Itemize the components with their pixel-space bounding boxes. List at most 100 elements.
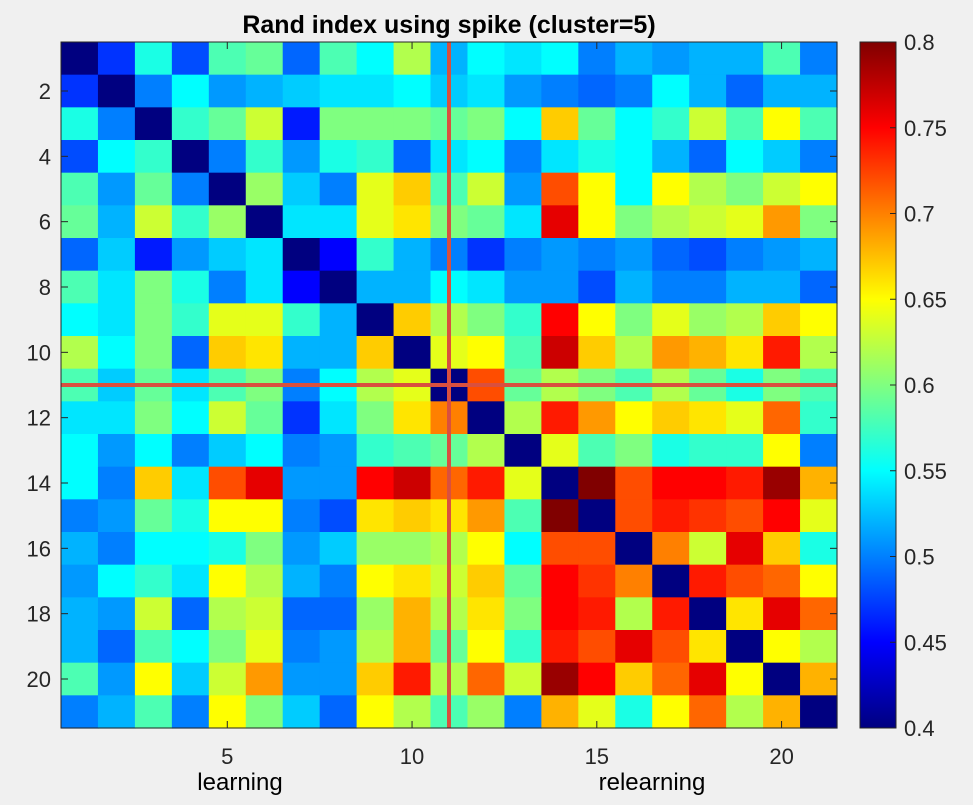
heatmap-cell: [726, 532, 764, 566]
heatmap-cell: [763, 564, 801, 598]
heatmap-cell: [97, 630, 136, 664]
heatmap-cell: [652, 434, 690, 468]
heatmap-cell: [134, 434, 173, 468]
heatmap-cell: [615, 499, 653, 533]
heatmap-cell: [726, 140, 764, 174]
heatmap-cell: [356, 238, 395, 272]
heatmap-cell: [97, 140, 136, 174]
heatmap-cell: [615, 303, 653, 337]
heatmap-cell: [615, 695, 653, 729]
crosshair-lines: [61, 42, 837, 728]
heatmap-cell: [97, 597, 136, 631]
heatmap-cell: [171, 205, 210, 239]
heatmap-cell: [541, 532, 579, 566]
heatmap-cell: [134, 107, 173, 141]
heatmap-cell: [652, 695, 690, 729]
heatmap-cell: [689, 466, 727, 500]
heatmap-cell: [504, 42, 542, 76]
colorbar-tick-label: 0.45: [904, 630, 947, 655]
heatmap-cell: [726, 205, 764, 239]
heatmap-cell: [282, 401, 321, 435]
heatmap-cell: [245, 499, 284, 533]
heatmap-cell: [578, 401, 616, 435]
heatmap-cell: [467, 630, 506, 664]
colorbar-tick-label: 0.7: [904, 202, 935, 227]
heatmap-cell: [726, 499, 764, 533]
heatmap-cell: [282, 532, 321, 566]
x-tick-label: 5: [221, 744, 233, 769]
heatmap-cell: [578, 205, 616, 239]
heatmap-cell: [282, 499, 321, 533]
heatmap-cell: [467, 303, 506, 337]
heatmap-cell: [319, 172, 358, 206]
heatmap-cell: [467, 74, 506, 108]
heatmap-cell: [319, 336, 358, 370]
heatmap-cell: [726, 466, 764, 500]
heatmap-cell: [467, 107, 506, 141]
heatmap-cell: [726, 107, 764, 141]
heatmap-cell: [134, 564, 173, 598]
heatmap-cell: [615, 336, 653, 370]
y-tick-label: 10: [27, 340, 51, 365]
heatmap-cell: [726, 662, 764, 696]
heatmap-cell: [134, 172, 173, 206]
heatmap-cell: [504, 564, 542, 598]
heatmap-cell: [689, 630, 727, 664]
heatmap-cell: [97, 172, 136, 206]
heatmap-cell: [578, 630, 616, 664]
heatmap-cell: [652, 401, 690, 435]
heatmap-cell: [763, 499, 801, 533]
heatmap-cell: [763, 303, 801, 337]
heatmap-cell: [689, 270, 727, 304]
heatmap-cell: [61, 695, 99, 729]
heatmap-cell: [356, 336, 395, 370]
heatmap-cell: [282, 270, 321, 304]
heatmap-cell: [615, 564, 653, 598]
heatmap-cell: [726, 564, 764, 598]
heatmap-cell: [541, 401, 579, 435]
heatmap-cell: [578, 466, 616, 500]
heatmap-cell: [652, 499, 690, 533]
heatmap-cell: [689, 336, 727, 370]
heatmap-cell: [763, 532, 801, 566]
heatmap-cell: [171, 74, 210, 108]
heatmap-cell: [652, 597, 690, 631]
heatmap-cell: [282, 695, 321, 729]
heatmap-cell: [763, 172, 801, 206]
heatmap-cell: [208, 401, 247, 435]
heatmap-cell: [726, 74, 764, 108]
heatmap-cell: [134, 597, 173, 631]
heatmap-cell: [61, 107, 99, 141]
heatmap-cell: [800, 172, 838, 206]
heatmap-cell: [97, 401, 136, 435]
heatmap-cell: [504, 597, 542, 631]
heatmap-cell: [282, 662, 321, 696]
heatmap-cell: [245, 532, 284, 566]
heatmap-cell: [541, 172, 579, 206]
heatmap-cell: [541, 662, 579, 696]
heatmap-cell: [504, 336, 542, 370]
heatmap-cell: [61, 630, 99, 664]
heatmap-cell: [652, 662, 690, 696]
heatmap-cell: [134, 662, 173, 696]
heatmap-cell: [245, 172, 284, 206]
heatmap-cell: [171, 695, 210, 729]
heatmap-cell: [504, 499, 542, 533]
heatmap-cell: [356, 499, 395, 533]
heatmap-cell: [504, 695, 542, 729]
heatmap-cell: [467, 597, 506, 631]
heatmap-cell: [61, 434, 99, 468]
heatmap-cell: [393, 564, 432, 598]
heatmap-cell: [171, 564, 210, 598]
heatmap-cell: [282, 172, 321, 206]
heatmap-cell: [171, 434, 210, 468]
colorbar-ticks: 0.4 0.45 0.5 0.55 0.6 0.65 0.7 0.75 0.8: [890, 30, 947, 741]
heatmap-cell: [245, 597, 284, 631]
heatmap-cell: [61, 172, 99, 206]
heatmap-cell: [208, 532, 247, 566]
heatmap-cell: [615, 597, 653, 631]
heatmap-cell: [245, 140, 284, 174]
heatmap-cell: [208, 499, 247, 533]
heatmap-cell: [319, 140, 358, 174]
heatmap-cell: [356, 140, 395, 174]
